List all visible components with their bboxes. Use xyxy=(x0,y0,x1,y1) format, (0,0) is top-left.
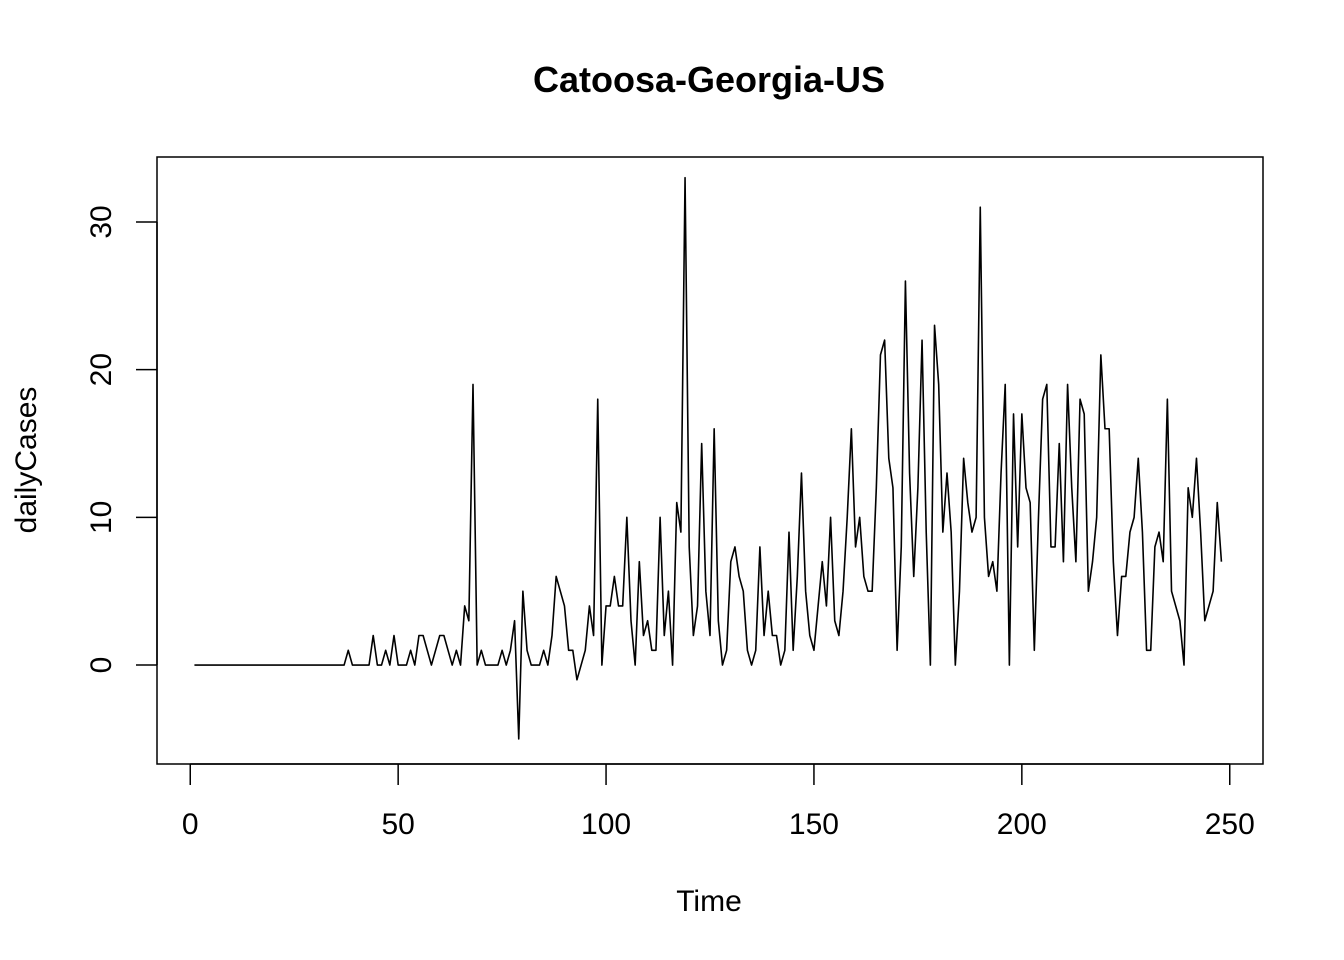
plot-frame xyxy=(156,156,1264,765)
y-tick-label: 0 xyxy=(85,657,118,674)
x-axis-label: Time xyxy=(676,885,742,918)
y-axis: 0 10 20 30 xyxy=(85,205,158,674)
y-tick-label: 30 xyxy=(85,205,118,238)
x-tick-label: 50 xyxy=(381,808,414,841)
x-tick-label: 0 xyxy=(182,808,199,841)
x-tick-label: 200 xyxy=(997,808,1047,841)
x-tick-label: 100 xyxy=(581,808,631,841)
x-tick-label: 250 xyxy=(1205,808,1255,841)
y-axis-label: dailyCases xyxy=(10,387,43,534)
y-tick-label: 20 xyxy=(85,353,118,386)
chart-title: Catoosa-Georgia-US xyxy=(533,59,885,100)
x-tick-label: 150 xyxy=(789,808,839,841)
series-line-daily-cases xyxy=(194,176,1223,740)
y-tick-label: 10 xyxy=(85,501,118,534)
x-axis: 0 50 100 150 200 250 xyxy=(182,763,1255,841)
